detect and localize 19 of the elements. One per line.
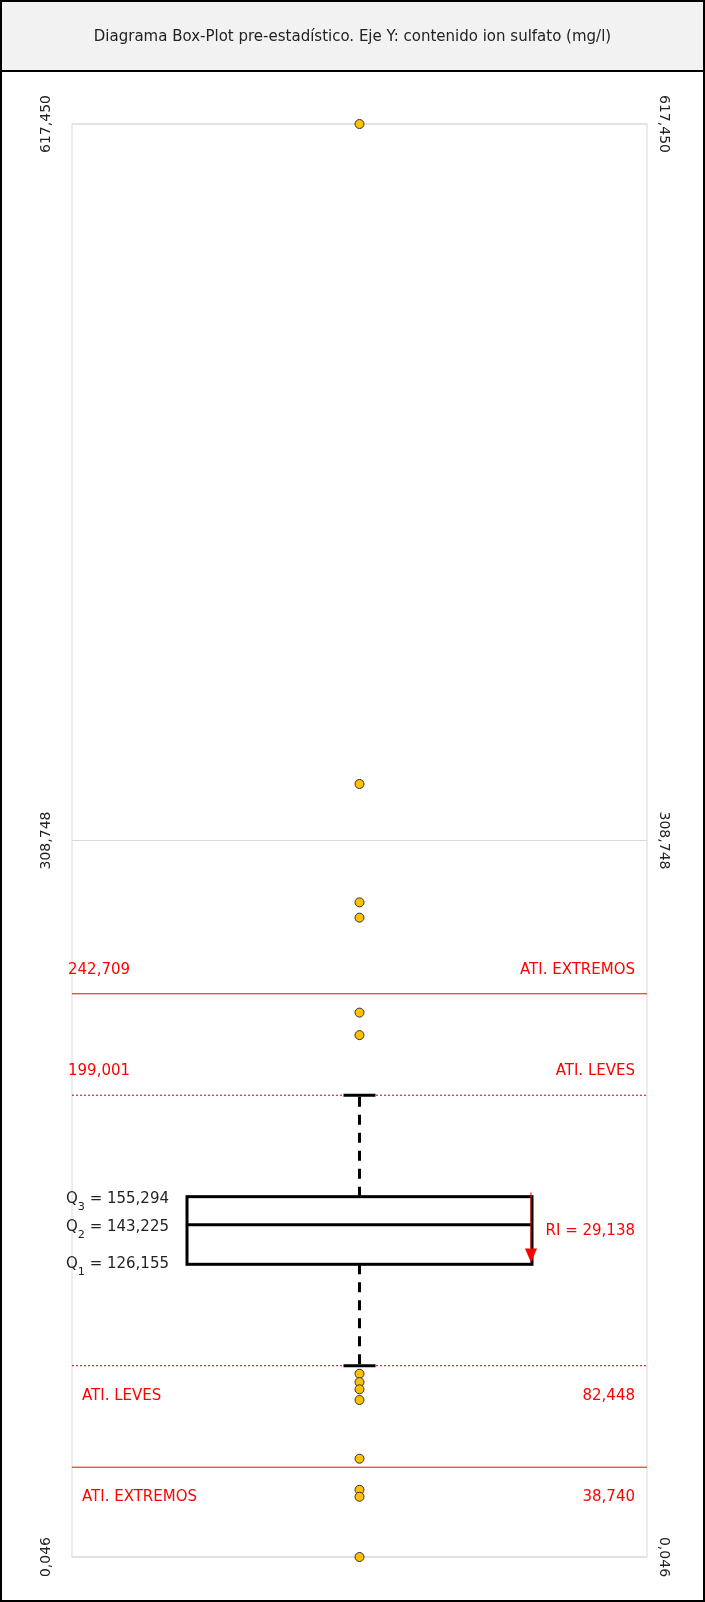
ref-line-label: ATI. EXTREMOS [82, 1487, 198, 1506]
y2-tick-label: 308,748 [657, 811, 673, 870]
y2-tick-label: 0,046 [657, 1536, 673, 1578]
ref-line-label: ATI. LEVES [555, 1061, 635, 1080]
annotation: 82,448 [582, 1385, 635, 1404]
chart-title: Diagrama Box-Plot pre-estadístico. Eje Y: contenido ion sulfato (mg/l) [93, 27, 612, 45]
annotation: RI = 29,138 [545, 1221, 635, 1240]
annotation: 38,740 [582, 1487, 635, 1506]
y-tick-label: 0,046 [37, 1536, 53, 1578]
annotation: 199,001 [68, 1061, 131, 1080]
annotation: Q$_{2}$ = 143,225 [65, 1216, 169, 1241]
annotation: Q$_{3}$ = 155,294 [65, 1188, 169, 1213]
ref-line-label: ATI. EXTREMOS [519, 959, 635, 978]
annotation: Q$_{1}$ = 126,155 [65, 1254, 169, 1278]
annotation: 242,709 [68, 959, 131, 978]
y2-tick-label: 617,450 [657, 95, 673, 153]
ref-line-label: ATI. LEVES [82, 1385, 162, 1404]
y-tick-label: 617,450 [37, 95, 53, 153]
y-tick-label: 308,748 [37, 811, 53, 870]
